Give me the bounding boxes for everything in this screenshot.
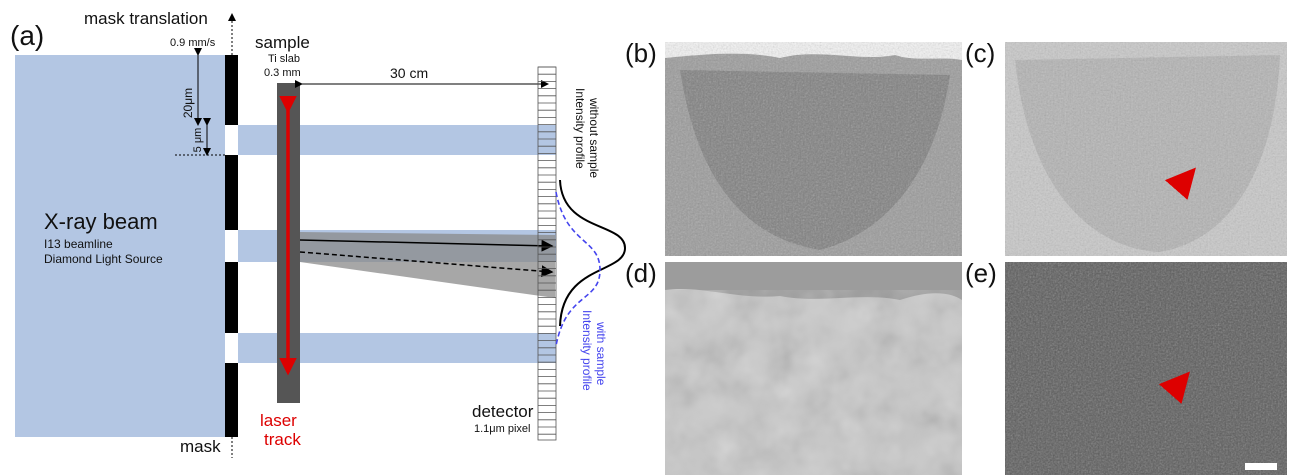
label: mask: [180, 437, 221, 456]
label: mask translation: [84, 9, 208, 28]
panel-d: (d): [625, 258, 962, 475]
label: Diamond Light Source: [44, 252, 163, 266]
label: without sample: [587, 97, 601, 178]
panel-a: (a) mask translation 0.9 mm/s sample Ti …: [10, 9, 625, 458]
panel-label: (a): [10, 20, 44, 51]
figure: (a) mask translation 0.9 mm/s sample Ti …: [0, 0, 1289, 475]
label: with sample: [594, 321, 608, 386]
label: 30 cm: [390, 65, 428, 81]
label: Intensity profile: [580, 310, 594, 391]
profile-without: [560, 180, 625, 326]
label: 5 μm: [192, 128, 204, 153]
label: Intensity profile: [573, 88, 587, 169]
panel-label: (e): [965, 258, 997, 288]
label: 0.9 mm/s: [170, 37, 216, 49]
label: I13 beamline: [44, 237, 113, 251]
panel-label: (b): [625, 38, 657, 68]
panel-e: (e): [965, 258, 1287, 475]
label: X-ray beam: [44, 209, 158, 234]
panel-label: (d): [625, 258, 657, 288]
label: 20μm: [181, 88, 195, 118]
mask: [225, 55, 238, 437]
label: laser: [260, 411, 297, 430]
label: 1.1μm pixel: [474, 423, 530, 435]
label: detector: [472, 402, 534, 421]
panel-b: (b): [625, 38, 962, 256]
shadow: [300, 232, 555, 298]
label: sample: [255, 33, 310, 52]
panel-label: (c): [965, 38, 995, 68]
label: Ti slab: [268, 53, 300, 65]
label: track: [264, 430, 301, 449]
panel-c: (c): [965, 38, 1287, 256]
label: 0.3 mm: [264, 67, 301, 79]
